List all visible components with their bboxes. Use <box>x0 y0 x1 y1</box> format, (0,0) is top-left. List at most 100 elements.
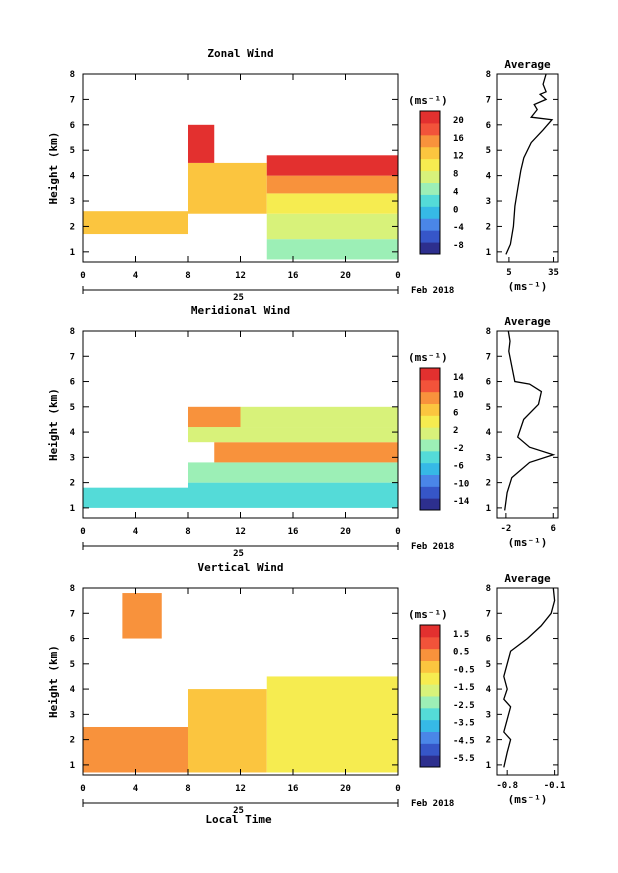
average-y-tick-label: 3 <box>486 197 491 207</box>
colorbar-swatch <box>420 439 440 452</box>
y-tick-label: 6 <box>70 635 75 645</box>
average-title: Average <box>504 315 551 328</box>
colorbar-tick-label: 1.5 <box>453 630 469 640</box>
average-y-tick-label: 3 <box>486 710 491 720</box>
average-y-tick-label: 4 <box>486 172 492 182</box>
colorbar-swatch <box>420 206 440 219</box>
panel-title: Meridional Wind <box>191 304 290 317</box>
average-x-tick-label: -0.1 <box>544 781 566 791</box>
average-unit: (ms⁻¹) <box>508 536 548 549</box>
heatmap-cell <box>214 442 398 463</box>
colorbar-unit: (ms⁻¹) <box>408 351 448 364</box>
average-y-tick-label: 7 <box>486 95 491 105</box>
heatmap-cell <box>83 726 188 773</box>
colorbar-swatch <box>420 498 440 511</box>
y-tick-label: 6 <box>70 378 75 388</box>
average-y-tick-label: 8 <box>486 327 491 337</box>
colorbar-swatch <box>420 403 440 416</box>
y-tick-label: 2 <box>70 222 75 232</box>
colorbar-unit: (ms⁻¹) <box>408 608 448 621</box>
average-title: Average <box>504 58 551 71</box>
average-x-tick-label: 6 <box>551 524 556 534</box>
colorbar-swatch <box>420 242 440 255</box>
average-y-tick-label: 5 <box>486 146 491 156</box>
colorbar-tick-label: 12 <box>453 152 464 162</box>
colorbar-tick-label: 8 <box>453 170 458 180</box>
date-day-label: 25 <box>233 806 244 816</box>
date-day-label: 25 <box>233 549 244 559</box>
x-tick-label: 0 <box>80 271 85 281</box>
colorbar-tick-label: 2 <box>453 426 458 436</box>
y-tick-label: 8 <box>70 584 75 594</box>
colorbar-swatch <box>420 427 440 440</box>
heatmap-cell <box>266 213 398 240</box>
colorbar-swatch <box>420 648 440 661</box>
colorbar-frame <box>419 110 441 255</box>
x-tick-label: 4 <box>133 527 139 537</box>
colorbar-frame <box>419 367 441 511</box>
y-tick-label: 7 <box>70 609 75 619</box>
heatmap-cell <box>188 482 398 508</box>
average-x-tick-label: -2 <box>500 524 511 534</box>
x-tick-label: 8 <box>185 271 190 281</box>
colorbar-swatch <box>420 194 440 207</box>
y-tick-label: 8 <box>70 327 75 337</box>
panel-title: Vertical Wind <box>197 561 283 574</box>
date-label: Feb 2018 <box>411 799 454 809</box>
y-tick-label: 1 <box>70 504 75 514</box>
average-unit: (ms⁻¹) <box>508 280 548 293</box>
colorbar-swatch <box>420 719 440 732</box>
colorbar-swatch <box>420 743 440 756</box>
colorbar-swatch <box>420 660 440 673</box>
x-tick-label: 12 <box>235 271 246 281</box>
heatmap-cell <box>266 193 398 214</box>
average-y-tick-label: 4 <box>486 685 492 695</box>
colorbar-swatch <box>420 146 440 160</box>
average-y-tick-label: 6 <box>486 378 491 388</box>
heatmap-cell <box>188 427 398 443</box>
colorbar-tick-label: 0.5 <box>453 648 469 658</box>
colorbar-swatch <box>420 218 440 231</box>
colorbar-tick-label: -14 <box>453 497 470 507</box>
date-label: Feb 2018 <box>411 542 454 552</box>
x-tick-label: 20 <box>340 784 351 794</box>
x-tick-label: 8 <box>185 527 190 537</box>
colorbar-tick-label: 4 <box>453 187 459 197</box>
colorbar-swatch <box>420 182 440 195</box>
average-y-tick-label: 1 <box>486 248 491 258</box>
heatmap-cell <box>188 124 215 163</box>
x-tick-label: 0 <box>80 784 85 794</box>
x-tick-label: 4 <box>133 784 139 794</box>
average-y-tick-label: 6 <box>486 121 491 131</box>
colorbar-swatch <box>420 636 440 650</box>
y-axis-label: Height (km) <box>47 388 60 461</box>
heatmap-cell <box>266 676 398 773</box>
heatmap-cell <box>188 689 267 773</box>
x-axis-label: Local Time <box>205 813 272 826</box>
average-profile-line <box>504 330 556 511</box>
average-y-tick-label: 3 <box>486 453 491 463</box>
y-tick-label: 7 <box>70 352 75 362</box>
average-frame <box>496 330 559 519</box>
colorbar-swatch <box>420 462 440 475</box>
x-tick-label: 20 <box>340 527 351 537</box>
heatmap-cell <box>188 162 267 214</box>
y-tick-label: 1 <box>70 248 75 258</box>
x-tick-label: 12 <box>235 527 246 537</box>
colorbar-tick-label: 16 <box>453 134 464 144</box>
colorbar-frame <box>419 624 441 768</box>
x-tick-label: 0 <box>395 784 400 794</box>
average-y-tick-label: 7 <box>486 352 491 362</box>
y-tick-label: 2 <box>70 479 75 489</box>
colorbar-tick-label: 14 <box>453 373 464 383</box>
colorbar-swatch <box>420 486 440 499</box>
y-tick-label: 1 <box>70 761 75 771</box>
colorbar-swatch <box>420 696 440 709</box>
colorbar-swatch <box>420 731 440 744</box>
average-y-tick-label: 7 <box>486 609 491 619</box>
average-y-tick-label: 1 <box>486 504 491 514</box>
colorbar-tick-label: -10 <box>453 479 469 489</box>
average-profile-line <box>503 587 556 768</box>
y-tick-label: 6 <box>70 121 75 131</box>
average-y-tick-label: 6 <box>486 635 491 645</box>
